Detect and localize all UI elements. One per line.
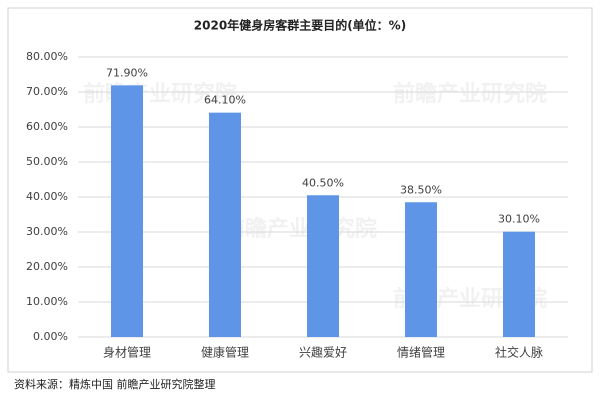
watermark: 前瞻产业研究院 xyxy=(223,216,377,242)
value-label: 64.10% xyxy=(204,94,246,107)
bar xyxy=(503,231,535,337)
value-label: 71.90% xyxy=(106,66,148,79)
bar xyxy=(405,202,437,337)
x-tick-label: 情绪管理 xyxy=(397,345,445,360)
y-tick-label: 50.00% xyxy=(26,155,68,168)
value-label: 40.50% xyxy=(302,176,344,189)
y-tick-label: 10.00% xyxy=(26,295,68,308)
bar xyxy=(209,112,241,338)
value-label: 38.50% xyxy=(400,183,442,196)
value-label: 30.10% xyxy=(498,213,540,226)
bar xyxy=(307,195,339,337)
x-tick-label: 社交人脉 xyxy=(495,345,543,360)
y-tick-label: 70.00% xyxy=(26,85,68,98)
x-tick-label: 健康管理 xyxy=(201,345,249,360)
watermark: 前瞻产业研究院 xyxy=(83,81,237,107)
y-tick-label: 60.00% xyxy=(26,120,68,133)
x-tick-label: 兴趣爱好 xyxy=(299,345,347,360)
watermark: 前瞻产业研究院 xyxy=(393,81,547,107)
y-tick-label: 30.00% xyxy=(26,225,68,238)
chart-title: 2020年健身房客群主要目的(单位：%) xyxy=(194,18,406,33)
y-tick-label: 80.00% xyxy=(26,50,68,63)
bar xyxy=(111,85,143,337)
y-tick-label: 0.00% xyxy=(33,330,68,343)
chart-frame xyxy=(7,7,593,373)
source-note: 资料来源：精炼中国 前瞻产业研究院整理 xyxy=(14,377,216,391)
x-tick-label: 身材管理 xyxy=(103,345,151,360)
y-tick-label: 40.00% xyxy=(26,190,68,203)
y-tick-label: 20.00% xyxy=(26,260,68,273)
